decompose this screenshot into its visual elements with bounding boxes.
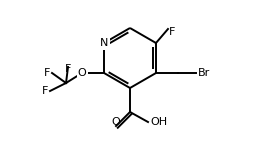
Text: O: O	[112, 117, 120, 127]
Text: F: F	[65, 64, 71, 74]
Text: N: N	[100, 38, 108, 48]
Text: F: F	[169, 27, 175, 37]
Text: Br: Br	[198, 68, 210, 78]
Text: OH: OH	[150, 117, 167, 127]
Text: O: O	[78, 68, 86, 78]
Text: F: F	[44, 68, 50, 78]
Text: F: F	[42, 86, 48, 96]
